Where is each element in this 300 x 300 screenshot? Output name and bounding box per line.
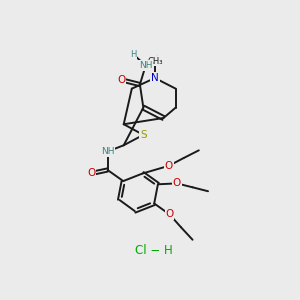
Text: NH: NH: [101, 147, 114, 156]
Text: Cl − H: Cl − H: [135, 244, 172, 257]
Text: O: O: [165, 161, 173, 171]
Text: O: O: [165, 209, 174, 219]
Text: O: O: [87, 168, 95, 178]
Text: N: N: [151, 73, 159, 83]
Text: CH₃: CH₃: [147, 57, 163, 66]
Text: H: H: [130, 50, 136, 58]
Text: O: O: [173, 178, 181, 188]
Text: S: S: [140, 130, 147, 140]
Text: NH: NH: [139, 61, 152, 70]
Text: O: O: [117, 75, 125, 85]
